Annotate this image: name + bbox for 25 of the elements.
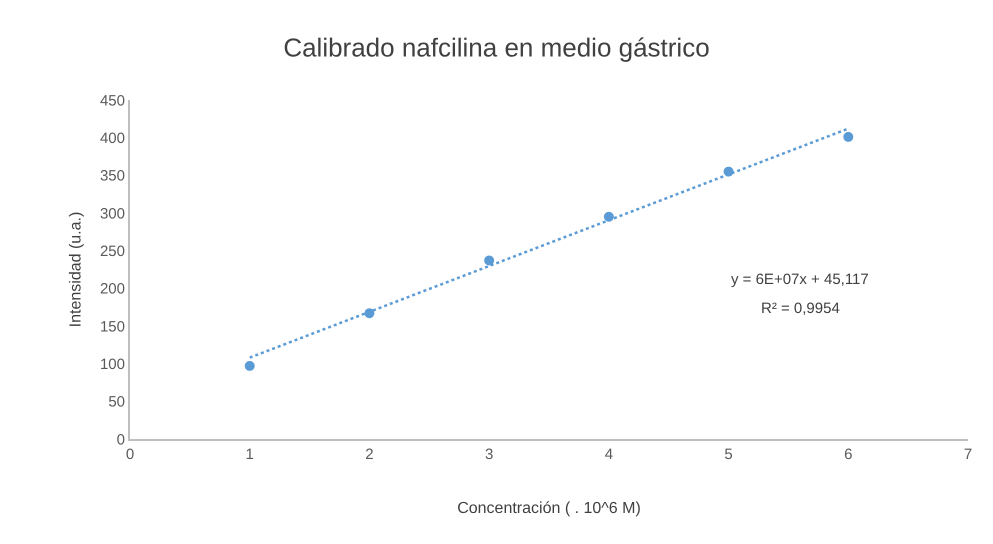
y-tick-label: 0 [116,431,125,448]
x-tick-label: 4 [604,446,614,463]
x-tick-label: 2 [365,446,374,463]
y-tick-label: 400 [100,130,125,147]
y-tick-label: 350 [100,168,125,185]
y-tick-label: 50 [108,394,125,411]
y-axis-title: Intensidad (u.a.) [67,212,84,328]
y-tick-label: 150 [100,318,125,336]
chart-title: Calibrado nafcilina en medio gástrico [283,32,710,62]
x-tick-label: 3 [484,446,494,463]
point [484,255,494,266]
y-tick-label: 250 [100,242,125,260]
y-tick-label: 300 [100,205,125,222]
y-tick-label: 450 [100,92,125,110]
annotation: R² = 0,9954 [761,300,840,317]
y-tick-label: 100 [100,356,125,373]
x-tick-label: 5 [724,446,733,463]
x-tick-label: 7 [964,446,972,463]
y-tick-label: 200 [100,280,125,298]
point [244,360,255,371]
x-tick-label: 6 [844,446,852,463]
annotation: y = 6E+07x + 45,117 [731,271,869,288]
x-axis-title: Concentración ( . 10^6 M) [457,500,641,518]
point [843,132,854,142]
x-tick-label: 1 [246,446,254,463]
